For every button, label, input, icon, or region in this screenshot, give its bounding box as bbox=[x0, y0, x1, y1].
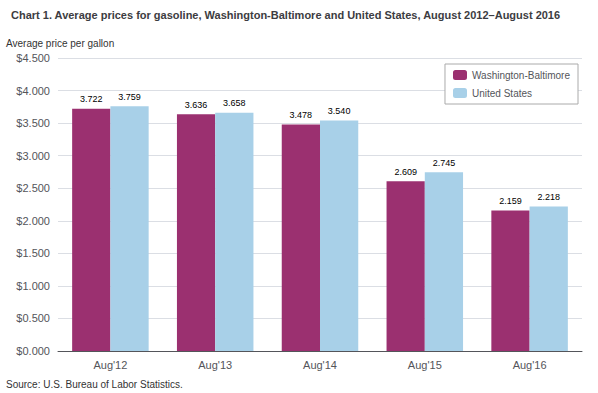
svg-text:3.658: 3.658 bbox=[223, 98, 246, 108]
svg-text:Aug'13: Aug'13 bbox=[198, 359, 232, 371]
svg-text:Aug'14: Aug'14 bbox=[303, 359, 337, 371]
svg-text:$3.500: $3.500 bbox=[16, 117, 50, 129]
svg-text:Source: U.S. Bureau of Labor S: Source: U.S. Bureau of Labor Statistics. bbox=[6, 379, 183, 390]
svg-text:3.540: 3.540 bbox=[328, 106, 351, 116]
svg-text:$2.000: $2.000 bbox=[16, 215, 50, 227]
svg-text:$3.000: $3.000 bbox=[16, 150, 50, 162]
svg-text:$4.000: $4.000 bbox=[16, 85, 50, 97]
svg-text:$2.500: $2.500 bbox=[16, 182, 50, 194]
svg-text:2.159: 2.159 bbox=[499, 196, 522, 206]
svg-text:Aug'16: Aug'16 bbox=[513, 359, 547, 371]
svg-text:Washington-Baltimore: Washington-Baltimore bbox=[472, 70, 570, 81]
svg-text:3.478: 3.478 bbox=[290, 110, 313, 120]
svg-text:Chart 1. Average prices for ga: Chart 1. Average prices for gasoline, Wa… bbox=[11, 9, 560, 21]
svg-text:Aug'12: Aug'12 bbox=[93, 359, 127, 371]
svg-text:$0.500: $0.500 bbox=[16, 312, 50, 324]
svg-text:$4.500: $4.500 bbox=[16, 52, 50, 64]
svg-text:2.218: 2.218 bbox=[537, 192, 560, 202]
svg-text:3.759: 3.759 bbox=[118, 92, 141, 102]
svg-text:Average price per gallon: Average price per gallon bbox=[6, 38, 114, 49]
svg-text:2.745: 2.745 bbox=[433, 158, 456, 168]
svg-text:$0.000: $0.000 bbox=[16, 345, 50, 357]
svg-text:3.636: 3.636 bbox=[185, 100, 208, 110]
svg-text:Aug'15: Aug'15 bbox=[408, 359, 442, 371]
svg-text:3.722: 3.722 bbox=[80, 94, 103, 104]
svg-text:$1.500: $1.500 bbox=[16, 247, 50, 259]
svg-text:United States: United States bbox=[472, 88, 532, 99]
svg-text:$1.000: $1.000 bbox=[16, 280, 50, 292]
svg-text:2.609: 2.609 bbox=[394, 167, 417, 177]
